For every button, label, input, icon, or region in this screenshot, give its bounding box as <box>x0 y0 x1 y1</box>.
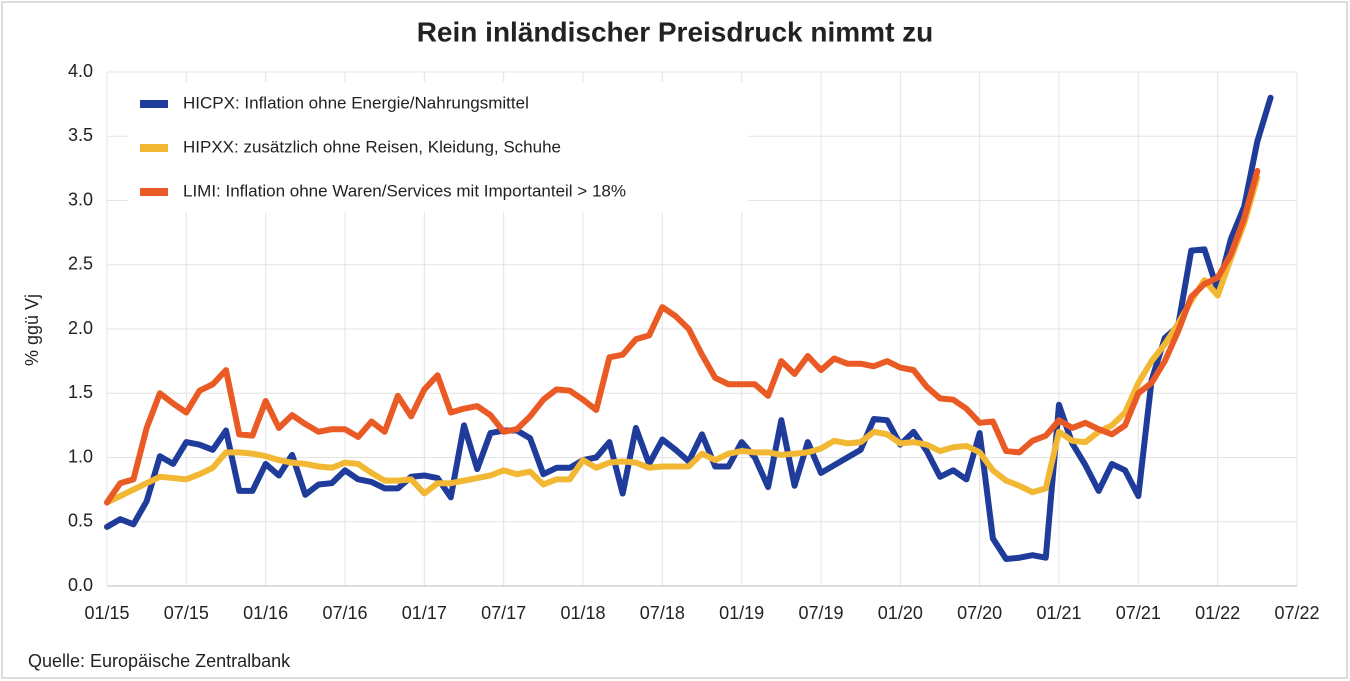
source-note: Quelle: Europäische Zentralbank <box>28 651 291 671</box>
y-tick-label: 2.5 <box>68 254 93 274</box>
x-tick-label: 01/16 <box>243 603 288 623</box>
legend-label: HIPXX: zusätzlich ohne Reisen, Kleidung,… <box>183 137 561 156</box>
x-tick-label: 07/22 <box>1274 603 1319 623</box>
y-axis-label: % ggü Vj <box>22 294 42 366</box>
x-tick-label: 07/19 <box>798 603 843 623</box>
y-tick-label: 0.0 <box>68 575 93 595</box>
legend-background <box>128 82 748 212</box>
x-tick-label: 07/21 <box>1116 603 1161 623</box>
x-tick-label: 01/15 <box>84 603 129 623</box>
lines <box>104 94 1274 563</box>
y-tick-label: 0.5 <box>68 511 93 531</box>
x-tick-label: 07/15 <box>164 603 209 623</box>
x-tick-label: 01/18 <box>560 603 605 623</box>
y-tick-label: 3.5 <box>68 125 93 145</box>
y-tick-label: 1.0 <box>68 446 93 466</box>
x-tick-label: 01/20 <box>878 603 923 623</box>
x-tick-label: 07/17 <box>481 603 526 623</box>
x-tick-label: 01/22 <box>1195 603 1240 623</box>
x-tick-label: 01/17 <box>402 603 447 623</box>
series-line <box>104 94 1274 563</box>
y-tick-label: 4.0 <box>68 61 93 81</box>
chart-title: Rein inländischer Preisdruck nimmt zu <box>417 16 934 47</box>
y-tick-label: 3.0 <box>68 189 93 209</box>
x-tick-label: 01/19 <box>719 603 764 623</box>
legend: HICPX: Inflation ohne Energie/Nahrungsmi… <box>128 82 748 212</box>
legend-label: LIMI: Inflation ohne Waren/Services mit … <box>183 181 626 200</box>
y-tick-label: 1.5 <box>68 382 93 402</box>
series-line <box>104 167 1261 506</box>
x-tick-label: 07/16 <box>322 603 367 623</box>
legend-label: HICPX: Inflation ohne Energie/Nahrungsmi… <box>183 93 529 112</box>
x-tick-label: 07/18 <box>640 603 685 623</box>
x-tick-label: 01/21 <box>1036 603 1081 623</box>
series-line <box>104 174 1261 506</box>
y-tick-label: 2.0 <box>68 318 93 338</box>
x-tick-label: 07/20 <box>957 603 1002 623</box>
